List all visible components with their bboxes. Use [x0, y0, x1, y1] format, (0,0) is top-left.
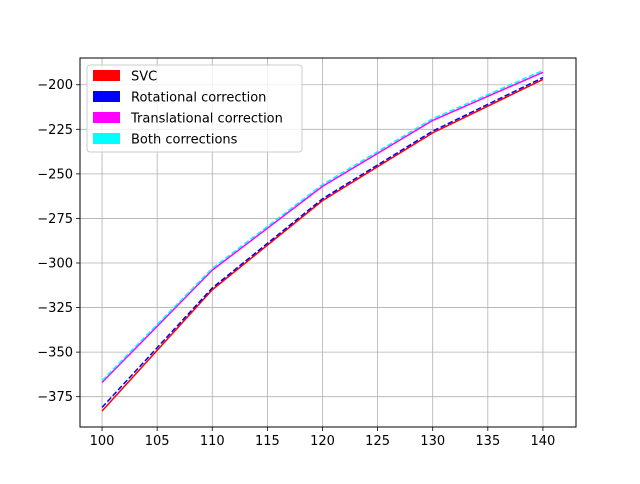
legend-label: Both corrections — [131, 133, 238, 148]
x-tick-label: 105 — [145, 434, 170, 449]
legend-label: Translational correction — [130, 112, 283, 127]
x-axis-ticks: 100 105 110 115 120 125 130 135 140 — [90, 427, 556, 449]
x-tick-label: 125 — [365, 434, 390, 449]
legend: SVC Rotational correction Translational co… — [87, 65, 302, 152]
y-tick-label: −300 — [37, 257, 73, 272]
y-axis-ticks: −375 −350 −325 −300 −275 −250 −225 −200 — [37, 78, 80, 405]
legend-label: Rotational correction — [131, 91, 266, 106]
legend-swatch — [93, 112, 120, 123]
legend-swatch — [93, 70, 120, 81]
y-tick-label: −250 — [37, 167, 73, 182]
y-tick-label: −275 — [37, 212, 73, 227]
y-tick-label: −325 — [37, 301, 73, 316]
x-tick-label: 100 — [90, 434, 115, 449]
x-tick-label: 130 — [420, 434, 445, 449]
legend-label: SVC — [131, 70, 157, 85]
y-tick-label: −375 — [37, 390, 73, 405]
y-tick-label: −350 — [37, 346, 73, 361]
y-tick-label: −200 — [37, 78, 73, 93]
y-tick-label: −225 — [37, 123, 73, 138]
x-tick-label: 120 — [310, 434, 335, 449]
legend-swatch — [93, 91, 120, 102]
x-tick-label: 110 — [200, 434, 225, 449]
x-tick-label: 135 — [475, 434, 500, 449]
x-tick-label: 140 — [531, 434, 556, 449]
legend-swatch — [93, 133, 120, 144]
x-tick-label: 115 — [255, 434, 280, 449]
